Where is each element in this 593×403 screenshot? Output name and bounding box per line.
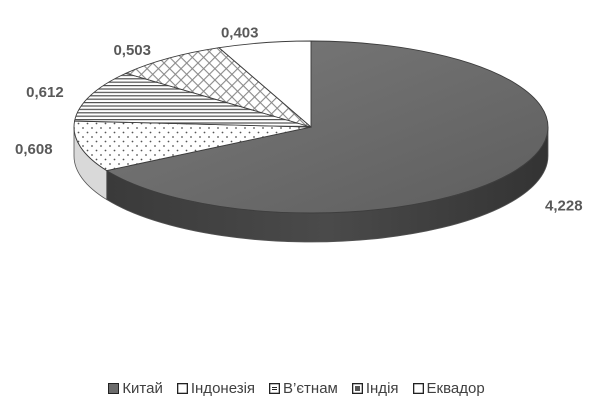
pie-slice-Китай xyxy=(105,40,549,214)
legend-label: Китай xyxy=(122,380,163,397)
legend-item-В’єтнам: В’єтнам xyxy=(269,380,338,397)
pie-slice-Еквадор xyxy=(217,40,312,128)
data-label-Індія: 0,503 xyxy=(113,42,151,59)
legend-item-Еквадор: Еквадор xyxy=(412,380,485,397)
legend-item-Китай: Китай xyxy=(108,380,163,397)
legend: Китай Індонезія В’єтнам Індія Еквадор xyxy=(0,380,593,397)
pie-slice-Індонезія xyxy=(73,120,312,172)
data-label-Індонезія: 0,608 xyxy=(15,141,53,158)
legend-swatch xyxy=(108,383,120,394)
pie-slice-Індія xyxy=(124,47,312,128)
legend-label: Індонезія xyxy=(190,380,256,397)
pie-slice-В’єтнам xyxy=(74,72,312,128)
legend-label: В’єтнам xyxy=(283,380,338,397)
legend-item-Індонезія: Індонезія xyxy=(176,380,256,397)
data-label-Еквадор: 0,403 xyxy=(221,25,259,42)
data-label-Китай: 4,228 xyxy=(545,198,583,215)
legend-label: Індія xyxy=(365,380,399,397)
legend-swatch xyxy=(269,383,281,394)
legend-label: Еквадор xyxy=(426,380,485,397)
legend-item-Індія: Індія xyxy=(351,380,399,397)
data-label-В’єтнам: 0,612 xyxy=(26,84,64,101)
legend-swatch xyxy=(176,383,188,394)
legend-swatch xyxy=(351,383,363,394)
legend-swatch xyxy=(412,383,424,394)
